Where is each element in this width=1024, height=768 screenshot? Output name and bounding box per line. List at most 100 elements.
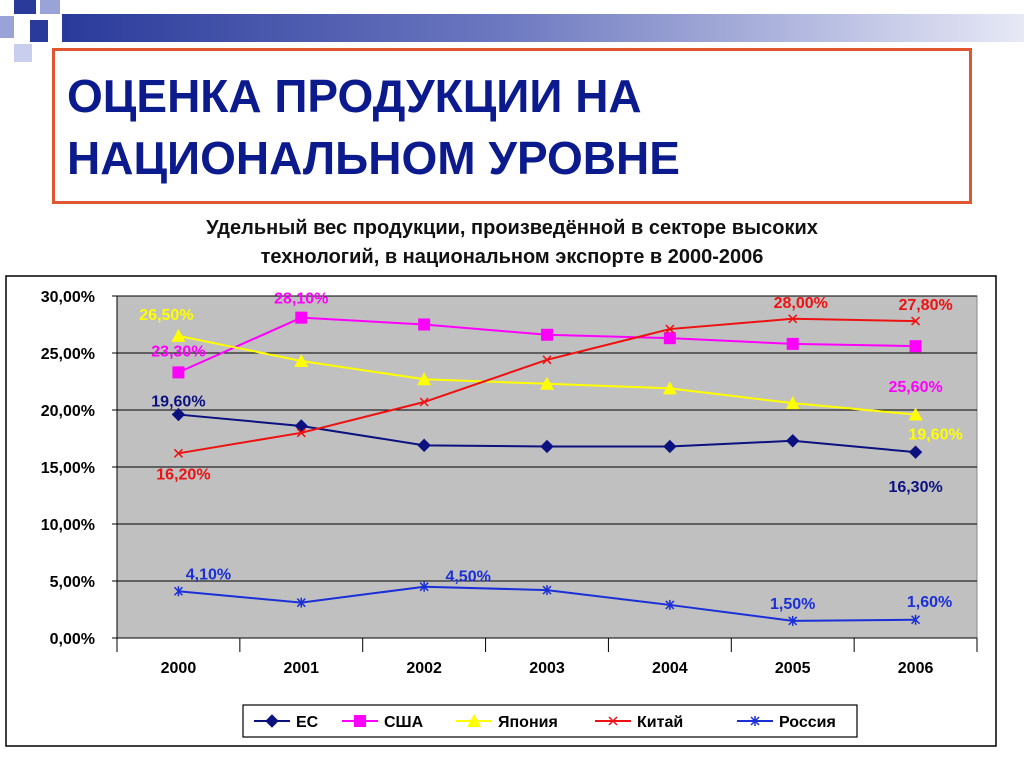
corner-square-top [14, 0, 36, 14]
data-point [663, 439, 677, 454]
series-4 [173, 581, 921, 626]
series-2 [171, 328, 923, 421]
legend-item-0: ЕС [254, 714, 319, 731]
data-point [294, 353, 309, 367]
data-point [171, 328, 186, 342]
legend-label: Китай [637, 714, 683, 731]
data-label: 25,60% [888, 379, 942, 396]
data-label: 19,60% [151, 394, 205, 411]
data-label: 1,50% [770, 596, 815, 613]
title-frame: ОЦЕНКА ПРОДУКЦИИ НА НАЦИОНАЛЬНОМ УРОВНЕ [52, 48, 972, 204]
data-point [173, 586, 183, 597]
data-point [911, 614, 921, 625]
data-point [541, 328, 553, 341]
x-tick-label: 2003 [529, 660, 565, 677]
data-point [418, 318, 431, 331]
x-tick-label: 2006 [898, 660, 934, 677]
data-point [665, 599, 675, 610]
data-point [908, 407, 923, 421]
legend-label: США [384, 714, 424, 731]
data-point [417, 438, 431, 453]
data-point [542, 355, 552, 365]
data-labels-group: 19,60% 16,30% 23,30% 28,10% 25,60% 26,50% 19,6… [139, 291, 962, 613]
legend-marker [265, 714, 279, 728]
series-0 [171, 407, 923, 459]
x-tick-label: 2001 [283, 660, 319, 677]
data-point [296, 597, 306, 608]
top-gradient-bar [62, 14, 1024, 42]
data-point [173, 448, 183, 458]
legend-marker [608, 716, 618, 726]
x-tick-label: 2002 [406, 660, 442, 677]
data-point [540, 376, 554, 390]
y-tick-label: 15,00% [41, 460, 95, 477]
data-point [295, 311, 308, 324]
y-tick-label: 20,00% [41, 403, 95, 420]
data-label: 27,80% [898, 297, 952, 314]
legend-item-3: Китай [595, 714, 683, 731]
x-tick-label: 2000 [161, 660, 197, 677]
data-point [171, 407, 186, 422]
y-tick-label: 5,00% [50, 574, 95, 591]
corner-square-mid [0, 16, 14, 38]
data-label: 16,20% [156, 466, 210, 483]
data-point [665, 324, 675, 334]
x-axis-ticks: 2000 2001 2002 2003 2004 2005 2006 [116, 637, 978, 677]
data-point [786, 337, 799, 350]
data-label: 16,30% [888, 479, 942, 496]
data-point [662, 381, 677, 395]
y-tick-label: 0,00% [50, 631, 95, 648]
data-label: 26,50% [139, 307, 193, 324]
slide-title-line-2: НАЦИОНАЛЬНОМ УРОВНЕ [67, 132, 680, 184]
data-point [419, 581, 429, 592]
data-label: 4,10% [186, 566, 231, 583]
series-group [171, 311, 923, 626]
slide-title-line-1: ОЦЕНКА ПРОДУКЦИИ НА [67, 70, 642, 122]
data-point [172, 366, 185, 379]
y-tick-label: 30,00% [41, 289, 95, 306]
data-point [911, 316, 921, 326]
data-point [540, 439, 554, 454]
x-tick-label: 2004 [652, 660, 688, 677]
data-label: 19,60% [908, 427, 962, 444]
chart-subtitle: Удельный вес продукции, произведённой в … [60, 214, 964, 272]
y-tick-label: 10,00% [41, 517, 95, 534]
series-1 [172, 311, 922, 379]
data-point [419, 397, 429, 407]
series-3 [173, 314, 921, 458]
data-point [417, 372, 432, 386]
legend-label: ЕС [296, 714, 319, 731]
slide-title: ОЦЕНКА ПРОДУКЦИИ НА НАЦИОНАЛЬНОМ УРОВНЕ [67, 65, 957, 189]
legend-label: Япония [498, 714, 558, 731]
y-axis-ticks: 0,00% 5,00% 10,00% 15,00% 20,00% 25,00% 30,00% [41, 289, 118, 648]
legend-item-1: США [342, 714, 424, 731]
data-point [786, 434, 800, 448]
corner-square-mid-dark [30, 20, 48, 42]
data-label: 28,00% [774, 295, 828, 312]
legend-label: Россия [779, 714, 836, 731]
data-point [908, 445, 923, 459]
data-point [663, 332, 676, 345]
data-label: 4,50% [445, 569, 490, 586]
legend: ЕС США Япония Китай Россия [242, 704, 858, 738]
data-label: 23,30% [151, 343, 205, 360]
legend-marker [467, 714, 481, 727]
data-label: 1,60% [907, 594, 952, 611]
corner-square-top-light [40, 0, 60, 14]
data-point [788, 314, 798, 324]
legend-marker [354, 715, 366, 727]
data-point [785, 396, 800, 410]
legend-item-2: Япония [456, 714, 558, 731]
chart-subtitle-line-2: технологий, в национальном экспорте в 20… [260, 246, 764, 268]
y-tick-label: 25,00% [41, 346, 95, 363]
corner-square-bottom [14, 44, 32, 62]
legend-item-4: Россия [737, 714, 836, 731]
data-point [542, 585, 552, 596]
chart-subtitle-line-1: Удельный вес продукции, произведённой в … [206, 217, 818, 239]
data-point [788, 615, 798, 626]
legend-marker [750, 716, 760, 726]
x-tick-label: 2005 [775, 660, 811, 677]
data-point [296, 428, 306, 438]
data-label: 28,10% [274, 291, 328, 308]
